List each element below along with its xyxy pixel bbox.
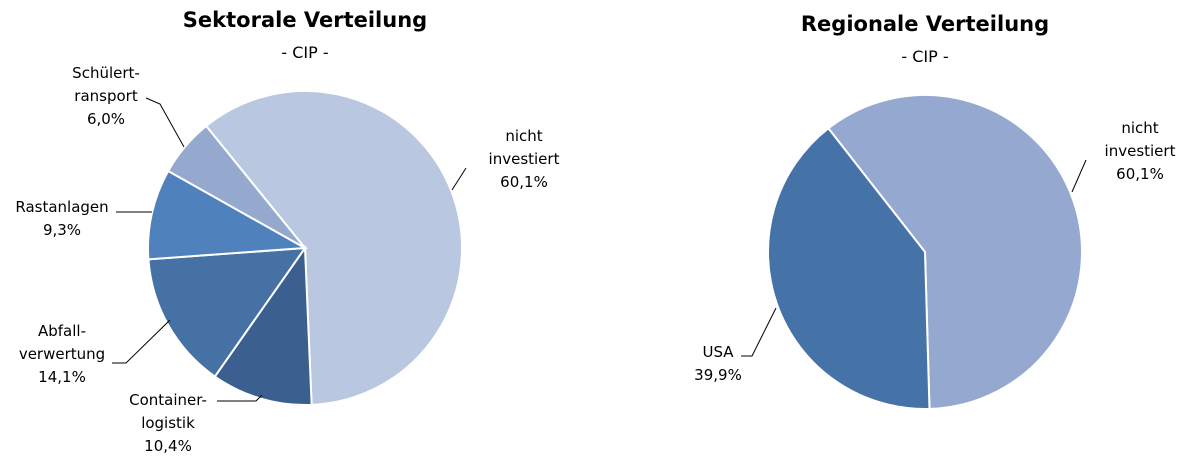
pie-slice <box>204 90 463 406</box>
chart-title: Sektorale Verteilung <box>182 8 428 32</box>
leader-line <box>217 394 263 402</box>
pie-slice <box>166 124 306 249</box>
slice-label: Abfall- verwertung 14,1% <box>19 320 105 389</box>
slice-category: USA <box>702 343 734 361</box>
slice-label: Container- logistik 10,4% <box>129 389 207 456</box>
pie-slice <box>767 126 931 410</box>
leader-line <box>1071 159 1087 193</box>
leader-line <box>145 97 185 148</box>
slice-value-label: 14,1% <box>38 368 86 386</box>
slice-category: nicht investiert <box>1104 119 1176 160</box>
slice-value-label: 6,0% <box>86 110 126 128</box>
slice-value-label: 60,1% <box>1116 165 1164 183</box>
slice-label: nicht investiert 60,1% <box>1105 117 1176 186</box>
slice-category: Schülert- ransport <box>72 64 140 105</box>
pie-slice <box>147 169 309 261</box>
slice-category: Rastanlagen <box>15 198 109 216</box>
slice-value-label: 10,4% <box>144 437 192 455</box>
pie-slice <box>213 245 313 406</box>
leader-line <box>451 167 467 191</box>
slice-category: nicht investiert <box>488 127 560 168</box>
slice-value-label: 9,3% <box>42 221 82 239</box>
pie-slice <box>826 94 1083 410</box>
chart-subtitle: - CIP - <box>281 43 329 62</box>
slice-value-label: 60,1% <box>500 173 548 191</box>
chart-subtitle: - CIP - <box>901 47 949 66</box>
slice-label: Rastanlagen 9,3% <box>15 196 108 242</box>
slice-value-label: 39,9% <box>694 366 742 384</box>
slice-label: Schülert- ransport 6,0% <box>72 62 140 131</box>
chart-title: Regionale Verteilung <box>800 12 1050 36</box>
slice-category: Container- logistik <box>129 391 207 432</box>
slice-label: USA 39,9% <box>694 341 742 387</box>
leader-line <box>112 319 171 364</box>
slice-category: Abfall- verwertung <box>18 322 106 363</box>
slice-label: nicht investiert 60,1% <box>489 125 560 194</box>
leader-line <box>741 307 777 357</box>
pie-slice <box>147 246 308 378</box>
